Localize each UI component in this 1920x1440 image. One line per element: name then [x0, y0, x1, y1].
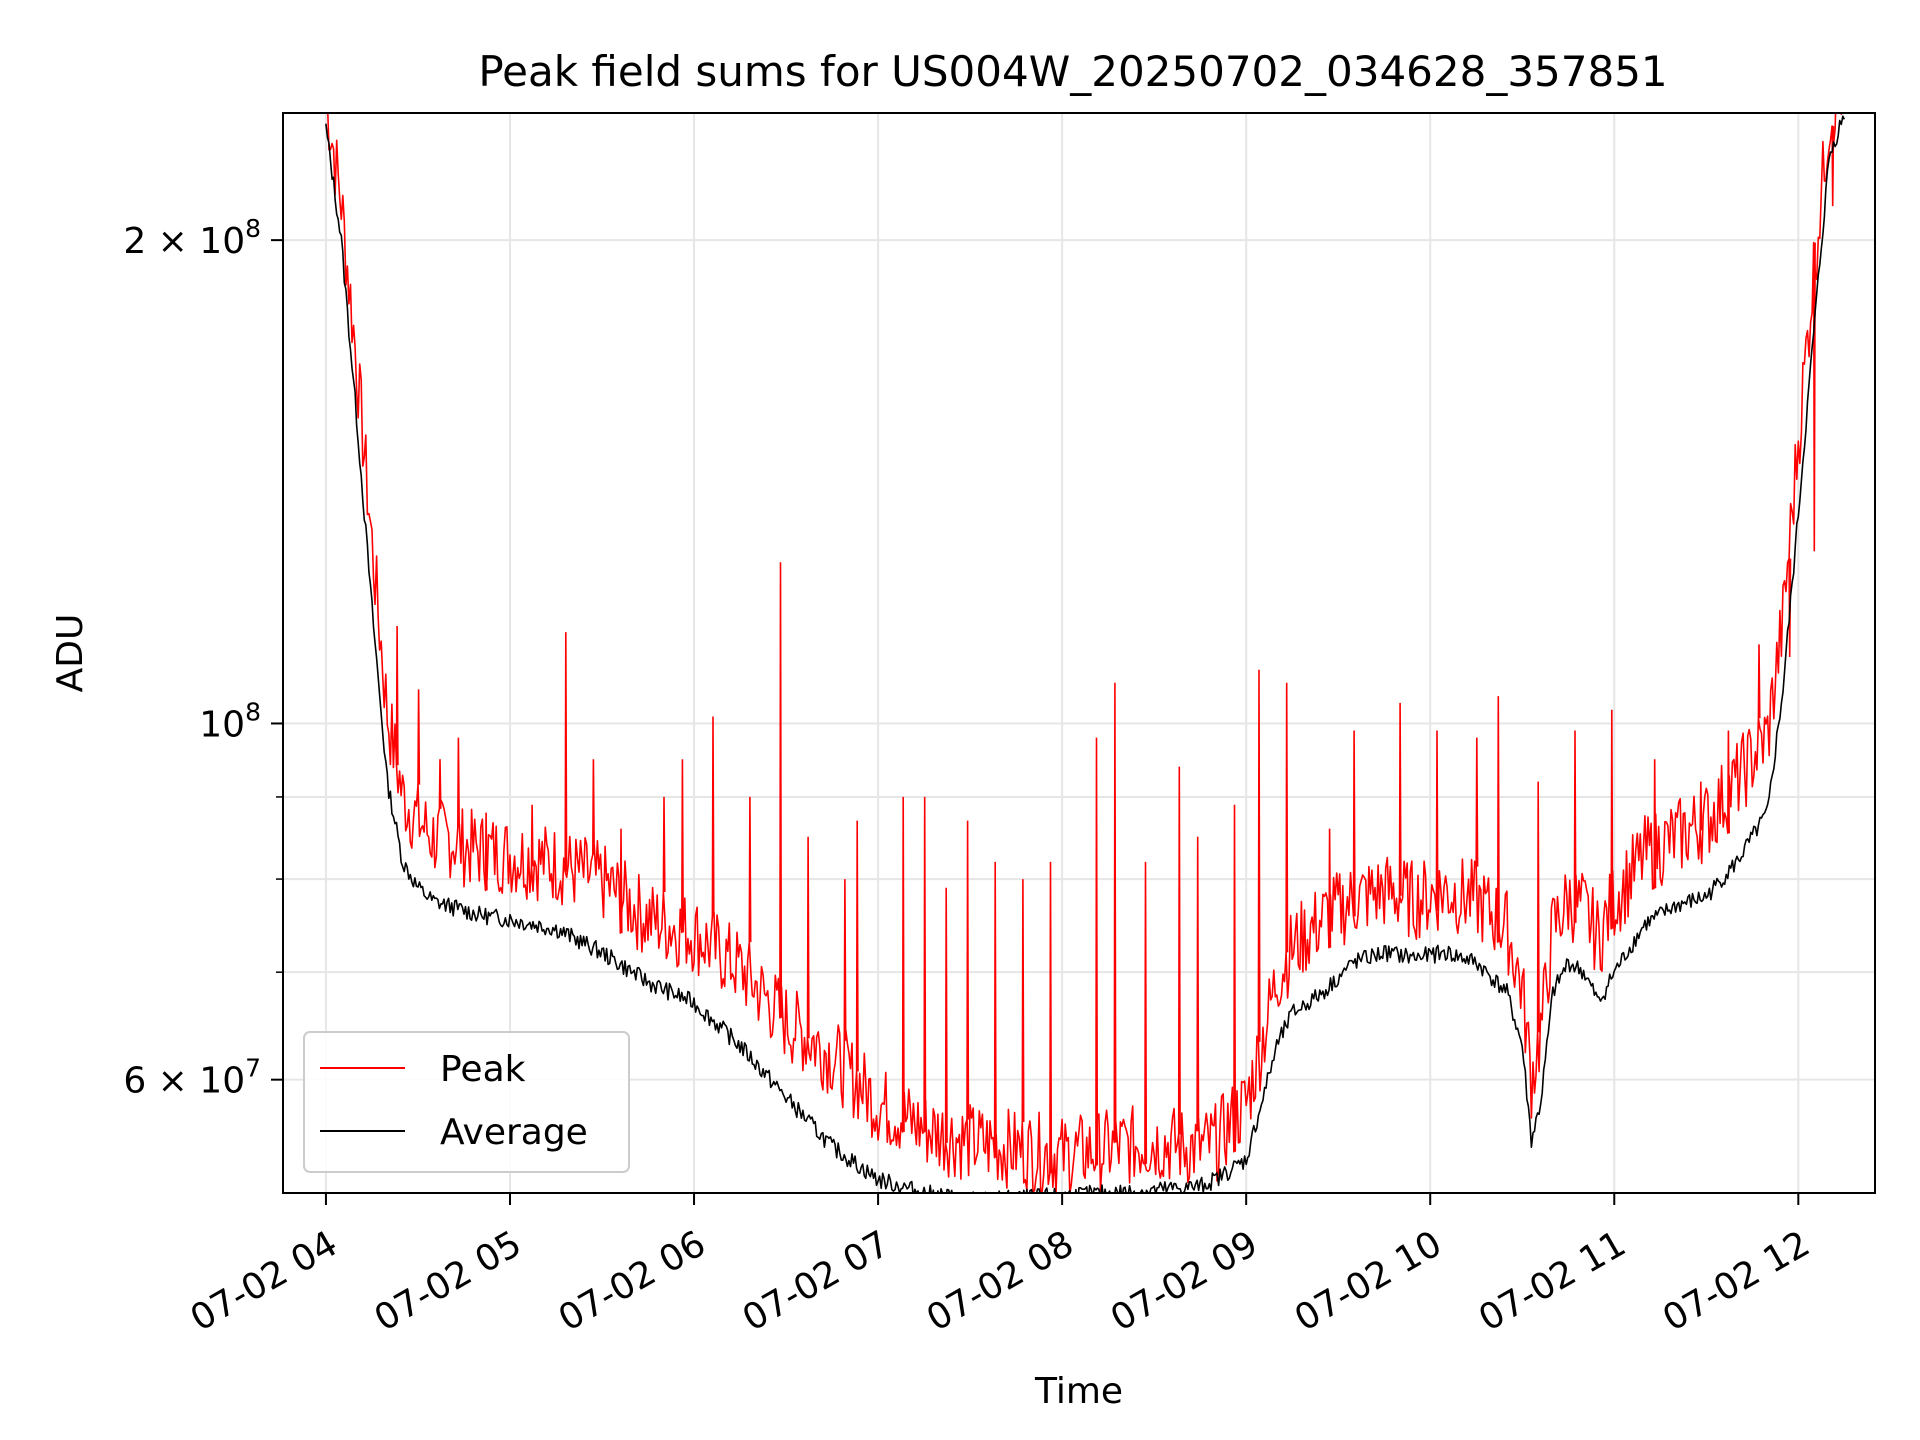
- chart-title: Peak field sums for US004W_20250702_0346…: [478, 47, 1667, 96]
- legend-peak-label: Peak: [440, 1049, 526, 1090]
- legend-average-label: Average: [440, 1112, 588, 1153]
- x-axis-label: Time: [1034, 1371, 1123, 1412]
- plot-frame: [282, 112, 1876, 1194]
- y-tick-label: 6 × 107: [123, 1054, 261, 1102]
- series-layer: [325, 113, 1846, 1193]
- peak-series-line: [327, 113, 1843, 1193]
- y-axis-label: ADU: [50, 614, 91, 693]
- legend: Peak Average: [303, 1031, 630, 1173]
- average-series-line: [325, 115, 1846, 1193]
- y-tick-label: 2 × 108: [123, 214, 261, 262]
- peak-series-spikes: [395, 126, 1835, 1174]
